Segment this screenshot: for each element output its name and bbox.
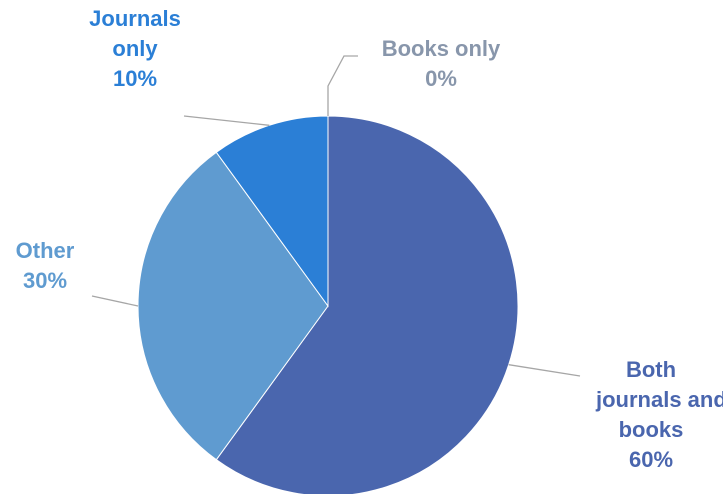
- pie-slice-other: [137, 151, 329, 461]
- slice-percent-label: 30%: [22, 268, 68, 293]
- pie-slice-journals-only: [215, 115, 329, 308]
- slice-percent-label: 0%: [425, 66, 457, 91]
- slice-label-line: Both: [625, 357, 677, 382]
- leader-line-books-only: [327, 55, 358, 116]
- slice-label-line: Other: [15, 238, 75, 263]
- slice-label-journals-only: Journals only 10%: [80, 4, 190, 94]
- slice-label-line: journals and: [596, 387, 723, 412]
- pie-slices: [137, 115, 519, 494]
- slice-label-both-journals-and-books: Both journals and books 60%: [596, 355, 723, 475]
- slice-label-books-only: Books only 0%: [356, 34, 526, 94]
- slice-label-line: books: [618, 417, 684, 442]
- pie-slice-both-journals-and-books: [215, 115, 519, 494]
- slice-label-line: only: [112, 36, 158, 61]
- slice-label-line: Journals: [89, 6, 181, 31]
- slice-label-other: Other 30%: [0, 236, 90, 296]
- slice-percent-label: 10%: [112, 66, 158, 91]
- slice-label-line: Books only: [381, 36, 501, 61]
- slice-percent-label: 60%: [628, 447, 674, 472]
- leader-lines: [91, 55, 581, 377]
- leader-line-both-journals-and-books: [508, 364, 581, 377]
- leader-line-journals-only: [183, 115, 270, 126]
- leader-line-other: [91, 295, 139, 307]
